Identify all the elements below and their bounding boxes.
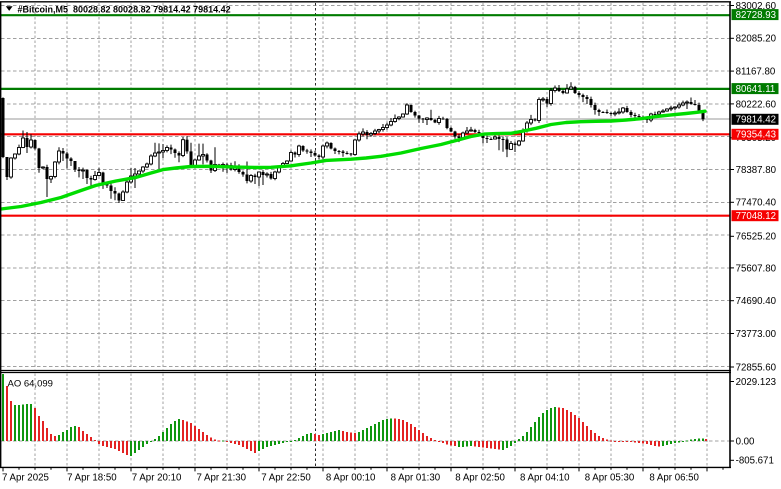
svg-text:82085.20: 82085.20 — [736, 34, 777, 45]
svg-text:83002.60: 83002.60 — [736, 1, 777, 12]
svg-text:8 Apr 04:10: 8 Apr 04:10 — [520, 473, 570, 484]
svg-text:7 Apr 20:10: 7 Apr 20:10 — [132, 473, 182, 484]
svg-text:80641.11: 80641.11 — [736, 84, 776, 95]
svg-text:75607.80: 75607.80 — [736, 263, 777, 274]
svg-text:72855.60: 72855.60 — [736, 362, 777, 373]
svg-text:82728.93: 82728.93 — [736, 10, 776, 21]
svg-text:7 Apr 2025: 7 Apr 2025 — [2, 473, 49, 484]
svg-text:8 Apr 01:30: 8 Apr 01:30 — [391, 473, 441, 484]
svg-text:8 Apr 05:30: 8 Apr 05:30 — [585, 473, 635, 484]
svg-text:78387.80: 78387.80 — [736, 165, 777, 176]
svg-text:79354.43: 79354.43 — [736, 130, 776, 141]
svg-text:7 Apr 21:30: 7 Apr 21:30 — [197, 473, 247, 484]
svg-text:#Bitcoin,M5 80028.82 80028.82: #Bitcoin,M5 80028.82 80028.82 79814.42 7… — [18, 5, 231, 15]
svg-text:-805.671: -805.671 — [736, 456, 774, 467]
svg-text:2029.123: 2029.123 — [736, 377, 776, 388]
svg-text:73773.00: 73773.00 — [736, 329, 777, 340]
svg-text:74690.40: 74690.40 — [736, 296, 777, 307]
svg-text:79814.42: 79814.42 — [736, 115, 776, 126]
svg-text:8 Apr 02:50: 8 Apr 02:50 — [455, 473, 505, 484]
svg-text:8 Apr 00:10: 8 Apr 00:10 — [326, 473, 376, 484]
svg-text:0.00: 0.00 — [736, 436, 755, 447]
svg-text:7 Apr 22:50: 7 Apr 22:50 — [261, 473, 311, 484]
svg-text:76525.20: 76525.20 — [736, 232, 777, 243]
svg-text:77470.40: 77470.40 — [736, 198, 777, 209]
svg-text:AO 64,099: AO 64,099 — [8, 379, 53, 390]
svg-text:80222.60: 80222.60 — [736, 99, 777, 110]
svg-text:7 Apr 18:50: 7 Apr 18:50 — [67, 473, 117, 484]
svg-text:81167.80: 81167.80 — [736, 67, 776, 78]
svg-text:77048.12: 77048.12 — [736, 211, 776, 222]
svg-text:8 Apr 06:50: 8 Apr 06:50 — [649, 473, 699, 484]
